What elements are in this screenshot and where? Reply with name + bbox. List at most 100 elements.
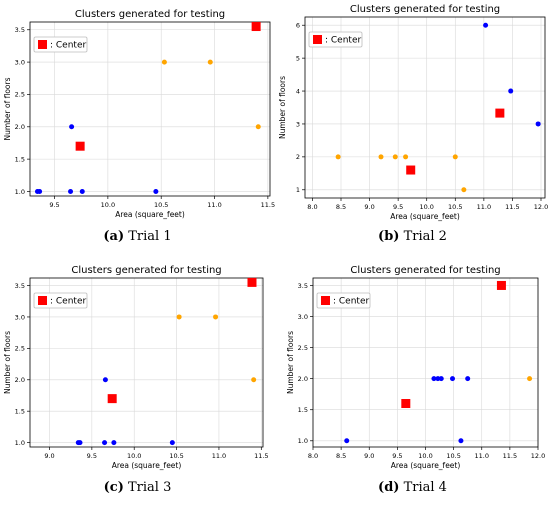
x-axis-label: Area (square_feet): [390, 212, 460, 221]
x-tick-label: 9.0: [44, 452, 54, 460]
y-tick-label: 6: [296, 22, 300, 30]
data-point: [461, 187, 467, 193]
x-tick-label: 10.0: [419, 203, 433, 211]
y-tick-label: 2.5: [15, 345, 25, 353]
data-point: [213, 314, 219, 320]
y-tick-label: 3.5: [15, 26, 25, 34]
y-tick-label: 1.0: [298, 437, 308, 445]
x-tick-label: 11.5: [503, 452, 517, 460]
x-tick-label: 10.0: [101, 201, 115, 209]
chart-title: Clusters generated for testing: [350, 4, 500, 15]
caption-letter: (c): [104, 480, 124, 495]
y-tick-label: 3.0: [15, 313, 25, 321]
data-point: [508, 88, 514, 94]
data-point: [207, 59, 213, 65]
x-tick-label: 12.0: [534, 203, 548, 211]
y-tick-label: 3.5: [15, 282, 25, 290]
scatter-chart: 9.0 9.5 10.0 10.5 11.0 11.5 1.0 1.5 2.0 2.5 3.0 3.5…: [3, 265, 269, 495]
data-point: [452, 154, 458, 160]
data-point: [111, 440, 117, 446]
center-marker: [247, 277, 257, 287]
y-tick-label: 3: [296, 120, 300, 128]
data-point: [169, 440, 175, 446]
caption-text: Trial 3: [128, 480, 171, 495]
y-tick-label: 2: [296, 153, 300, 161]
caption-text: Trial 4: [404, 480, 447, 495]
data-point: [403, 154, 409, 160]
y-tick-label: 1.5: [15, 155, 25, 163]
y-tick-label: 1.0: [15, 439, 25, 447]
data-point: [458, 438, 464, 444]
y-axis-label: Number of floors: [278, 76, 287, 139]
x-tick-label: 10.5: [169, 452, 183, 460]
caption-letter: (a): [103, 229, 124, 244]
y-tick-label: 2.5: [15, 91, 25, 99]
y-tick-label: 4: [296, 87, 300, 95]
x-tick-label: 10.0: [127, 452, 141, 460]
center-marker: [495, 108, 505, 118]
y-tick-label: 3.0: [298, 313, 308, 321]
data-point: [535, 121, 541, 127]
x-axis-label: Area (square_feet): [115, 210, 185, 219]
legend-label: : Center: [50, 297, 86, 307]
data-point: [68, 188, 74, 194]
subfigure-caption: (c) Trial 3: [104, 480, 172, 495]
y-tick-label: 2.5: [298, 344, 308, 352]
center-marker: [107, 394, 117, 404]
legend-label: : Center: [325, 36, 361, 46]
legend-box: [33, 292, 88, 309]
data-point: [527, 376, 533, 382]
chart-title: Clusters generated for testing: [350, 265, 500, 276]
data-point: [176, 314, 182, 320]
x-tick-label: 8.0: [307, 203, 317, 211]
legend-center-swatch: [38, 40, 47, 49]
x-tick-label: 11.0: [212, 452, 226, 460]
x-tick-label: 9.5: [393, 203, 403, 211]
figure-panel-trial-1: 9.5 10.0 10.5 11.0 11.5 1.0 1.5 2.0 2.5 3.0 3.5 Clu…: [0, 0, 275, 252]
caption-letter: (d): [378, 480, 399, 495]
legend-center-swatch: [321, 296, 330, 305]
data-point: [37, 188, 43, 194]
x-tick-label: 8.0: [308, 452, 318, 460]
caption-text: Trial 1: [128, 229, 171, 244]
legend-box: [33, 36, 88, 53]
data-point: [335, 154, 341, 160]
center-marker: [401, 399, 411, 409]
scatter-chart: 9.5 10.0 10.5 11.0 11.5 1.0 1.5 2.0 2.5 3.0 3.5 Clu…: [3, 9, 275, 244]
data-point: [344, 438, 350, 444]
data-point: [378, 154, 384, 160]
center-marker: [496, 280, 506, 290]
data-point: [450, 376, 455, 382]
x-tick-label: 11.5: [261, 201, 275, 209]
x-tick-label: 9.5: [392, 452, 402, 460]
chart-title: Clusters generated for testing: [71, 265, 221, 276]
data-point: [392, 154, 398, 160]
chart-title: Clusters generated for testing: [75, 9, 225, 20]
y-axis-label: Number of floors: [3, 77, 12, 140]
x-tick-label: 10.5: [446, 452, 460, 460]
x-tick-label: 11.0: [477, 203, 491, 211]
x-tick-label: 11.5: [505, 203, 519, 211]
data-point: [255, 124, 261, 130]
data-point: [438, 376, 444, 382]
y-tick-label: 1.0: [15, 188, 25, 196]
legend-label: : Center: [333, 297, 369, 307]
data-point: [69, 124, 75, 130]
x-tick-label: 9.5: [49, 201, 59, 209]
x-tick-label: 10.0: [418, 452, 432, 460]
x-tick-label: 9.0: [364, 452, 374, 460]
figure-panel-trial-2: 8.0 8.5 9.0 9.5 10.0 10.5 11.0 11.5 12.0 1 2 3 4 5 6 Cl…: [275, 0, 550, 252]
subfigure-caption: (d) Trial 4: [378, 480, 447, 495]
data-point: [102, 440, 108, 446]
y-tick-label: 3.5: [298, 282, 308, 290]
data-point: [483, 22, 489, 28]
legend-label: : Center: [50, 41, 86, 51]
subfigure-caption: (a) Trial 1: [103, 229, 171, 244]
scatter-chart: 8.0 8.5 9.0 9.5 10.0 10.5 11.0 11.5 12.0 1 2 3 4 5 6 Cl…: [278, 4, 548, 244]
data-point: [251, 377, 257, 383]
x-tick-label: 9.5: [87, 452, 97, 460]
y-tick-label: 2.0: [15, 123, 25, 131]
legend-center-swatch: [313, 35, 322, 44]
data-point: [431, 376, 437, 382]
x-tick-label: 11.0: [475, 452, 489, 460]
